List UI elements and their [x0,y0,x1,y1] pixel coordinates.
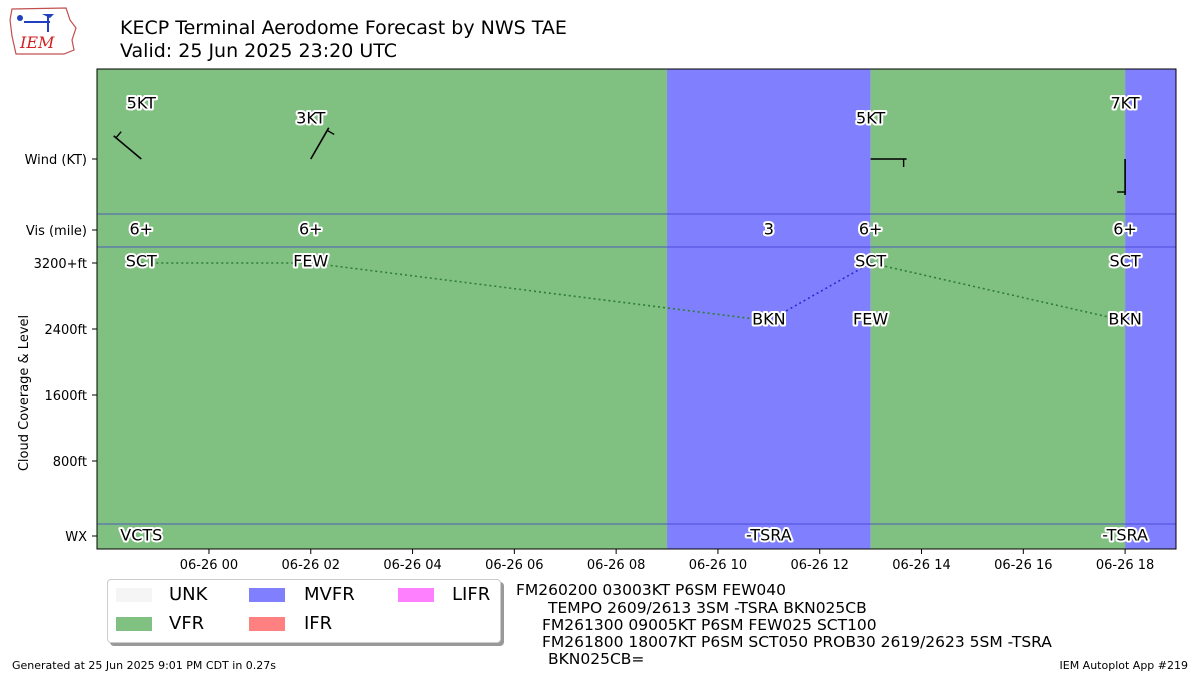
x-tick-label: 06-26 12 [790,558,848,573]
wind-barb-flag [115,131,122,139]
legend-swatch-lifr [398,588,434,602]
wind-speed-label: 7KT [1111,94,1140,113]
weather-label: -TSRA [1102,526,1148,545]
cloud-axis-label: Cloud Coverage & Level [17,315,32,471]
wind-speed-label: 5KT [856,109,885,128]
footer-app: IEM Autoplot App #219 [1059,659,1189,672]
taf-line-4: FM261800 18007KT P6SM SCT050 PROB30 2619… [542,633,1052,651]
visibility-label: 6+ [1113,220,1137,239]
x-tick-label: 06-26 06 [485,558,543,573]
wind-barb [113,135,142,160]
svg-text:IEM: IEM [19,33,55,52]
cloud-trend-line [310,262,769,322]
x-tick-label: 06-26 10 [689,558,747,573]
weather-label: VCTS [120,526,162,545]
legend-label-unk: UNK [169,584,208,605]
category-span-vfr [870,69,1126,549]
cloud-tick-label: 1600ft [44,389,87,404]
wind-speed-label: 3KT [296,109,325,128]
cloud-tick-label: 3200+ft [34,257,87,272]
legend: UNK VFR MVFR IFR LIFR [107,579,501,643]
visibility-label: 6+ [859,220,883,239]
cloud-tick-label: 800ft [53,455,87,470]
x-tick-label: 06-26 00 [180,558,238,573]
cloud-label: BKN [752,309,785,328]
iem-logo: IEM [8,6,80,58]
cloud-trend-line [870,262,1126,322]
cloud-label: FEW [293,252,328,271]
cloud-label: FEW [853,309,888,328]
visibility-label: 3 [764,220,774,239]
legend-label-ifr: IFR [304,613,333,634]
legend-swatch-unk [116,588,152,602]
y-row-label: Wind (KT) [25,153,87,168]
visibility-label: 6+ [299,220,323,239]
x-tick-label: 06-26 14 [892,558,950,573]
taf-line-5: BKN025CB= [548,650,645,668]
wind-barb-flag [326,129,335,136]
legend-label-mvfr: MVFR [304,584,355,605]
legend-label-vfr: VFR [169,613,205,634]
footer-generated: Generated at 25 Jun 2025 9:01 PM CDT in … [12,659,277,672]
taf-line-1: FM260200 03003KT P6SM FEW040 [516,581,787,599]
weather-label: -TSRA [746,526,792,545]
legend-swatch-vfr [116,617,152,631]
x-tick-label: 06-26 18 [1096,558,1154,573]
taf-line-2: TEMPO 2609/2613 3SM -TSRA BKN025CB [548,599,867,617]
cloud-tick-label: 2400ft [44,323,87,338]
chart-title: KECP Terminal Aerodome Forecast by NWS T… [120,17,567,39]
plot-frame [96,68,1177,550]
category-span-vfr [97,69,668,549]
x-tick-label: 06-26 16 [994,558,1052,573]
y-row-label: WX [65,530,87,545]
x-tick-label: 06-26 04 [383,558,441,573]
taf-line-3: FM261300 09005KT P6SM FEW025 SCT100 [542,616,877,634]
cloud-label: SCT [855,252,886,271]
category-span-mvfr [1125,69,1176,549]
legend-label-lifr: LIFR [452,584,491,605]
category-span-mvfr [667,69,871,549]
cloud-label: BKN [1108,309,1141,328]
wind-speed-label: 5KT [127,94,156,113]
legend-swatch-mvfr [249,588,285,602]
x-tick-label: 06-26 02 [282,558,340,573]
x-tick-label: 06-26 08 [587,558,645,573]
y-row-label: Vis (mile) [26,224,87,239]
chart-valid-time: Valid: 25 Jun 2025 23:20 UTC [120,40,398,62]
legend-swatch-ifr [249,617,285,631]
visibility-label: 6+ [129,220,153,239]
cloud-label: SCT [1110,252,1141,271]
wind-barb [310,127,330,160]
cloud-label: SCT [126,252,157,271]
